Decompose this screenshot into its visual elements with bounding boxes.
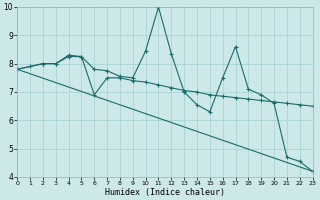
X-axis label: Humidex (Indice chaleur): Humidex (Indice chaleur) [105,188,225,197]
